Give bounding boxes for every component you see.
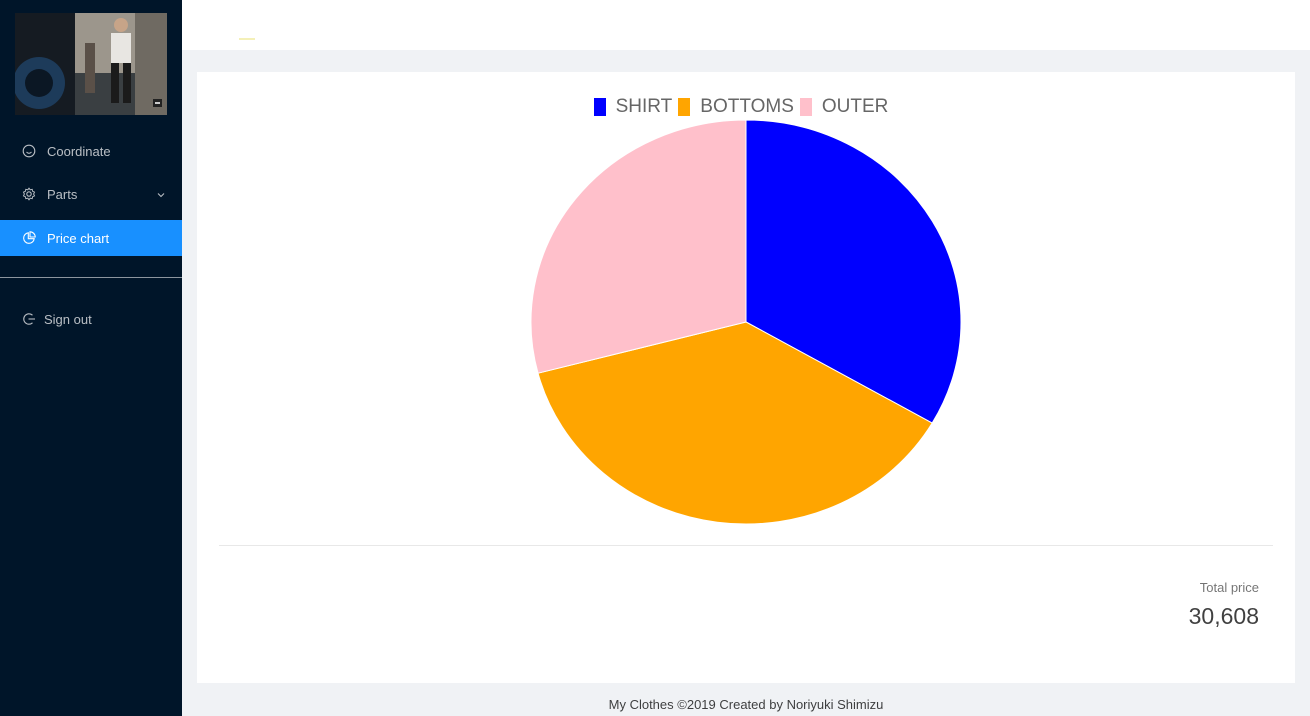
sidebar-item-price-chart[interactable]: Price chart: [0, 220, 182, 256]
legend-item-outer[interactable]: OUTER: [799, 96, 889, 118]
sidebar-item-coordinate[interactable]: Coordinate: [0, 133, 182, 169]
sidebar-item-parts[interactable]: Parts: [0, 176, 182, 212]
footer-text: My Clothes ©2019 Created by Noriyuki Shi…: [608, 697, 884, 712]
legend-item-shirt[interactable]: SHIRT: [593, 96, 673, 118]
header-mark: [239, 38, 255, 40]
chart-legend: SHIRT BOTTOMS OUTER: [192, 96, 1290, 118]
gear-icon: [22, 187, 36, 201]
legend-swatch: [799, 98, 812, 116]
sidebar-item-label: Price chart: [47, 230, 110, 246]
pie-chart: [530, 119, 962, 525]
top-header: [182, 0, 1310, 50]
logout-icon: [22, 312, 36, 326]
profile-photo: [15, 13, 167, 115]
sidebar: Coordinate Parts Price chart Sign out: [0, 0, 182, 716]
legend-label: SHIRT: [615, 96, 673, 117]
pie-chart-icon: [22, 231, 36, 245]
legend-item-bottoms[interactable]: BOTTOMS: [678, 96, 794, 118]
sidebar-item-sign-out[interactable]: Sign out: [0, 301, 182, 337]
total-price-label: Total price: [1199, 580, 1259, 595]
legend-swatch: [593, 98, 606, 116]
legend-label: BOTTOMS: [700, 96, 794, 117]
smile-icon: [22, 144, 36, 158]
legend-label: OUTER: [821, 96, 889, 117]
sidebar-divider: [0, 277, 182, 278]
total-price-value: 30,608: [1188, 603, 1259, 629]
pie-slice-bottoms[interactable]: [537, 321, 933, 525]
pie-slice-outer[interactable]: [530, 119, 747, 374]
sidebar-item-label: Parts: [47, 186, 78, 202]
price-chart-card: SHIRT BOTTOMS OUTER Total price 30,608: [197, 72, 1295, 683]
chevron-down-icon: [156, 188, 166, 198]
sidebar-item-label: Coordinate: [47, 143, 111, 159]
legend-swatch: [678, 98, 691, 116]
card-divider: [219, 545, 1273, 546]
pie-slice-shirt[interactable]: [745, 119, 962, 424]
sidebar-item-label: Sign out: [44, 311, 92, 327]
